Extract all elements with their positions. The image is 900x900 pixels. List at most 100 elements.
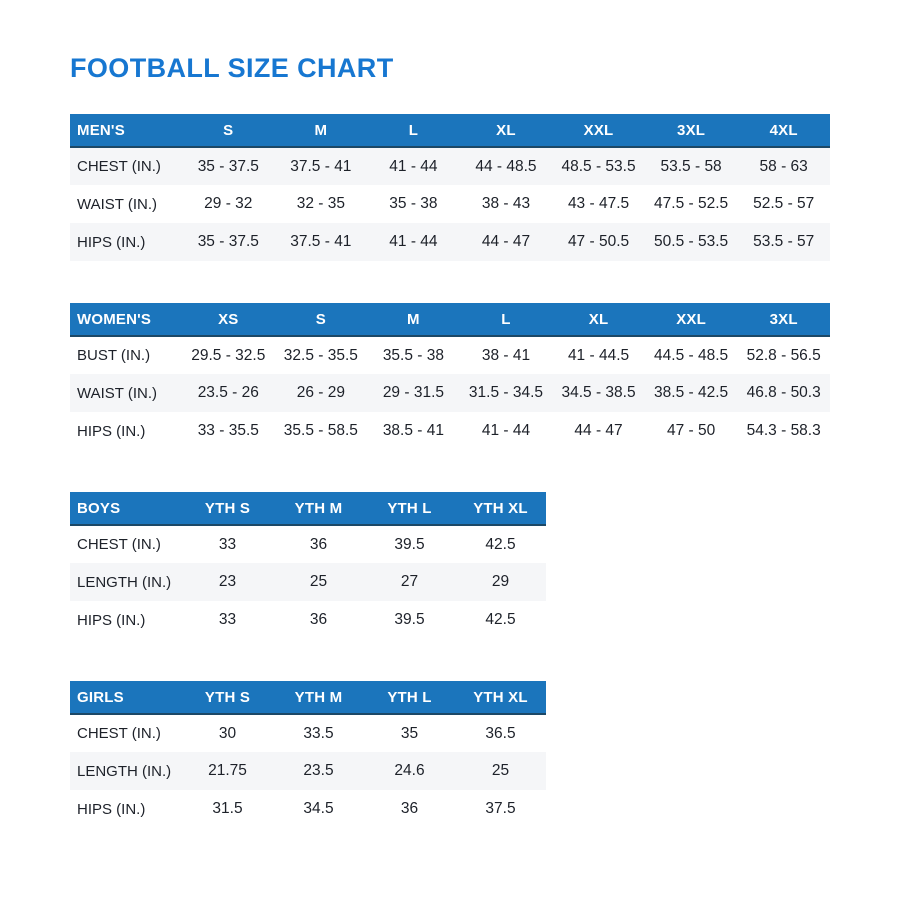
- size-column-header: M: [367, 303, 460, 337]
- size-table-womens: WOMEN'S XS S M L XL XXL 3XL BUST (IN.) 29.5 - 32.…: [70, 303, 830, 450]
- size-column-header: XL: [459, 114, 553, 148]
- size-value-cell: 31.5 - 34.5: [468, 384, 544, 401]
- size-value-cell: 36: [400, 800, 419, 817]
- size-value-cell: 47.5 - 52.5: [654, 195, 729, 212]
- size-value-cell: 29 - 31.5: [382, 384, 444, 401]
- size-value-cell: 35 - 37.5: [197, 157, 259, 175]
- size-value-cell: 43 - 47.5: [567, 195, 630, 212]
- size-value-cell: 33: [218, 611, 237, 628]
- size-value-cell: 35 - 37.5: [197, 233, 259, 250]
- size-value-cell: 35.5 - 58.5: [283, 422, 358, 439]
- size-column-header: YTH XL: [455, 681, 546, 715]
- size-column-header: YTH L: [364, 492, 455, 526]
- size-column-header: XXL: [644, 303, 738, 337]
- size-value-cell: 36: [309, 611, 328, 628]
- size-column-header: 4XL: [737, 114, 830, 148]
- table-row: HIPS (IN.) 33 36 39.5 42.5: [70, 601, 546, 639]
- table-row: HIPS (IN.) 35 - 37.5 37.5 - 41 41 - 44 44 - …: [70, 223, 830, 261]
- size-column-header: S: [182, 114, 275, 148]
- size-value-cell: 46.8 - 50.3: [746, 384, 821, 401]
- size-value-cell: 38.5 - 42.5: [654, 384, 729, 401]
- size-value-cell: 37.5: [485, 800, 516, 817]
- size-value-cell: 32 - 35: [296, 195, 345, 212]
- size-value-cell: 41 - 44: [481, 422, 531, 439]
- size-value-cell: 29: [491, 573, 510, 590]
- size-value-cell: 33 - 35.5: [197, 422, 259, 439]
- size-value-cell: 36.5: [485, 724, 516, 742]
- size-value-cell: 34.5: [303, 800, 334, 817]
- size-column-header: XS: [182, 303, 275, 337]
- size-value-cell: 53.5 - 57: [753, 233, 815, 250]
- table-row: CHEST (IN.) 33 36 39.5 42.5: [70, 525, 546, 563]
- size-value-cell: 58 - 63: [759, 157, 808, 175]
- size-value-cell: 29.5 - 32.5: [191, 346, 266, 364]
- measurement-label: HIPS (IN.): [77, 233, 146, 251]
- table-row: HIPS (IN.) 33 - 35.5 35.5 - 58.5 38.5 - 41 4…: [70, 412, 830, 450]
- header-row: WOMEN'S XS S M L XL XXL 3XL: [70, 303, 830, 337]
- size-value-cell: 33: [218, 535, 237, 553]
- table-row: BUST (IN.) 29.5 - 32.5 32.5 - 35.5 35.5 - 3…: [70, 336, 830, 374]
- measurement-label: BUST (IN.): [77, 347, 151, 364]
- size-value-cell: 38.5 - 41: [382, 422, 444, 439]
- measurement-label: HIPS (IN.): [77, 422, 146, 440]
- size-value-cell: 29 - 32: [204, 195, 253, 212]
- size-column-header: YTH XL: [455, 492, 546, 526]
- size-chart-page: FOOTBALL SIZE CHART MEN'S S M L XL XXL 3XL 4XL C…: [70, 53, 830, 828]
- header-row: BOYS YTH S YTH M YTH L YTH XL: [70, 492, 546, 526]
- measurement-label: LENGTH (IN.): [77, 762, 172, 780]
- size-table-mens: MEN'S S M L XL XXL 3XL 4XL CHEST (IN.) 35 - 37.5 3…: [70, 114, 830, 261]
- size-value-cell: 38 - 43: [481, 195, 531, 212]
- table-group-label: GIRLS: [70, 681, 182, 715]
- size-table-boys: BOYS YTH S YTH M YTH L YTH XL CHEST (IN.) 33 36…: [70, 492, 546, 639]
- size-column-header: L: [459, 303, 553, 337]
- size-value-cell: 37.5 - 41: [290, 233, 352, 250]
- size-value-cell: 53.5 - 58: [660, 157, 722, 175]
- size-table-girls: GIRLS YTH S YTH M YTH L YTH XL CHEST (IN.) 30 3…: [70, 681, 546, 828]
- size-value-cell: 50.5 - 53.5: [654, 233, 729, 250]
- size-value-cell: 32.5 - 35.5: [283, 346, 358, 364]
- table-row: WAIST (IN.) 29 - 32 32 - 35 35 - 38 38 - 43 4…: [70, 185, 830, 223]
- size-value-cell: 23: [218, 573, 237, 590]
- measurement-label: LENGTH (IN.): [77, 573, 172, 591]
- measurement-label: CHEST (IN.): [77, 725, 161, 742]
- table-group-label: BOYS: [70, 492, 182, 526]
- size-value-cell: 52.8 - 56.5: [746, 346, 821, 364]
- table-group-label: WOMEN'S: [70, 303, 182, 337]
- size-column-header: XL: [552, 303, 645, 337]
- size-value-cell: 26 - 29: [296, 384, 345, 401]
- size-value-cell: 23.5: [303, 762, 334, 779]
- size-column-header: YTH S: [182, 492, 273, 526]
- measurement-label: CHEST (IN.): [77, 536, 161, 553]
- size-value-cell: 47 - 50: [666, 422, 716, 439]
- size-value-cell: 47 - 50.5: [567, 233, 630, 250]
- size-value-cell: 44 - 47: [481, 233, 531, 250]
- size-value-cell: 48.5 - 53.5: [561, 157, 636, 175]
- measurement-label: HIPS (IN.): [77, 800, 146, 818]
- size-value-cell: 42.5: [485, 611, 516, 628]
- size-value-cell: 39.5: [394, 535, 425, 553]
- table-row: HIPS (IN.) 31.5 34.5 36 37.5: [70, 790, 546, 828]
- size-value-cell: 21.75: [208, 762, 247, 779]
- size-value-cell: 52.5 - 57: [753, 195, 815, 212]
- size-value-cell: 30: [218, 724, 237, 742]
- header-row: MEN'S S M L XL XXL 3XL 4XL: [70, 114, 830, 148]
- size-value-cell: 34.5 - 38.5: [561, 384, 636, 401]
- table-row: CHEST (IN.) 30 33.5 35 36.5: [70, 714, 546, 752]
- size-value-cell: 35.5 - 38: [382, 346, 444, 364]
- table-row: LENGTH (IN.) 23 25 27 29: [70, 563, 546, 601]
- size-value-cell: 35 - 38: [389, 195, 438, 212]
- size-value-cell: 44 - 47: [574, 422, 623, 439]
- size-value-cell: 33.5: [303, 724, 334, 742]
- size-column-header: XXL: [552, 114, 645, 148]
- table-row: WAIST (IN.) 23.5 - 26 26 - 29 29 - 31.5 31.5…: [70, 374, 830, 412]
- size-value-cell: 42.5: [485, 535, 516, 553]
- size-value-cell: 35: [400, 724, 419, 742]
- size-column-header: YTH S: [182, 681, 273, 715]
- measurement-label: WAIST (IN.): [77, 384, 157, 402]
- size-value-cell: 25: [309, 573, 328, 590]
- size-value-cell: 44.5 - 48.5: [654, 346, 729, 364]
- size-value-cell: 27: [400, 573, 419, 590]
- table-group-label: MEN'S: [70, 114, 182, 148]
- size-chart-tables: MEN'S S M L XL XXL 3XL 4XL CHEST (IN.) 35 - 37.5 3…: [70, 114, 830, 828]
- size-column-header: YTH M: [273, 681, 364, 715]
